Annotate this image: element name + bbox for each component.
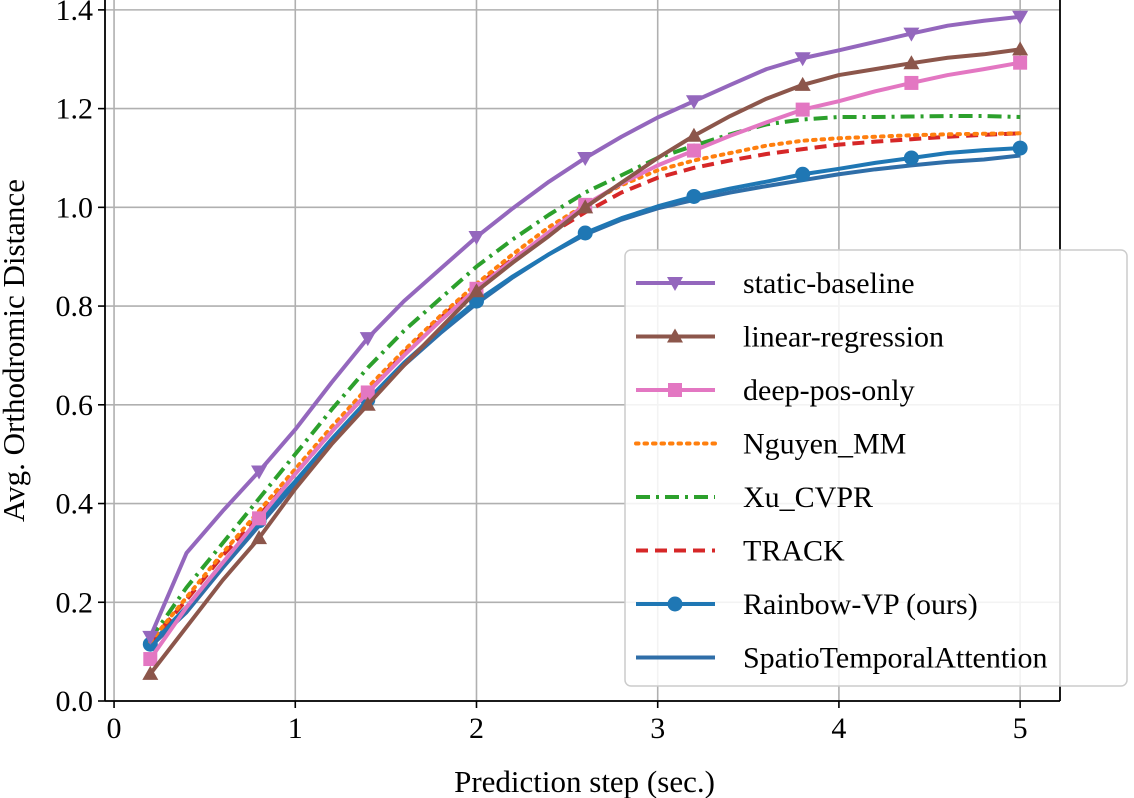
x-tick-label: 0 [107,712,122,745]
legend-item-static-baseline: static-baseline [636,267,915,300]
legend-marker [667,596,683,612]
data-point [903,27,920,42]
x-tick-label: 5 [1013,712,1028,745]
data-point [577,151,594,166]
series-line-xu-cvpr [148,114,1021,641]
data-point [794,76,811,91]
legend: static-baseline linear-regression deep-pos… [624,249,1128,687]
legend-label: Nguyen_MM [743,428,906,461]
data-point [142,665,159,680]
y-tick-label: 1.4 [56,0,94,27]
y-axis-label: Avg. Orthodromic Distance [0,179,31,522]
series-rainbow-vp-ours [142,140,1028,652]
legend-box [624,249,1128,687]
y-tick-label: 1.2 [56,93,94,126]
y-tick-label: 0.6 [56,389,94,422]
legend-label: Rainbow-VP (ours) [743,588,978,621]
legend-item-xu-cvpr: Xu_CVPR [636,481,873,514]
y-tick-label: 0.0 [56,685,94,718]
legend-item-deep-pos-only: deep-pos-only [636,374,915,407]
legend-label: static-baseline [743,267,915,300]
x-tick-label: 3 [650,712,665,745]
legend-label: SpatioTemporalAttention [743,642,1048,675]
series-static-baseline [142,10,1029,645]
series-xu-cvpr [148,114,1021,641]
x-tick-label: 2 [469,712,484,745]
data-point [251,530,268,545]
legend-item-track: TRACK [636,535,845,568]
legend-item-nguyen-mm: Nguyen_MM [634,428,906,461]
legend-marker [667,328,683,343]
data-point [1012,10,1029,25]
data-point [360,385,375,400]
legend-label: Xu_CVPR [743,481,873,514]
y-tick-label: 0.8 [56,290,94,323]
y-tick-label: 0.2 [56,586,94,619]
data-point [577,225,593,241]
data-point [1012,41,1029,56]
data-point [903,150,919,166]
legend-item-rainbow-vp-ours: Rainbow-VP (ours) [636,588,978,621]
data-point [1013,55,1028,70]
legend-item-spatiotemporalattention: SpatioTemporalAttention [636,642,1048,675]
data-point [468,230,485,245]
x-tick-label: 1 [288,712,303,745]
y-tick-label: 1.0 [56,191,94,224]
data-point [795,166,811,182]
data-point [685,127,702,142]
data-point [252,511,267,526]
legend-marker [667,277,683,291]
legend-item-linear-regression: linear-regression [636,321,944,354]
data-point [251,465,268,480]
data-point [795,102,810,117]
data-point [359,332,376,347]
data-point [468,283,485,298]
data-point [577,199,594,214]
legend-marker [668,383,682,397]
x-axis-label: Prediction step (sec.) [454,764,715,798]
data-point [1012,140,1028,156]
data-point [685,95,702,110]
y-tick-label: 0.4 [56,488,94,521]
series-layer [142,10,1029,680]
data-point [686,143,701,158]
data-point [142,630,159,645]
legend-label: deep-pos-only [743,374,915,407]
data-point [359,396,376,411]
legend-label: TRACK [743,535,845,568]
data-point [903,55,920,70]
data-point [794,52,811,67]
series-linear-regression [142,41,1029,680]
x-tick-label: 4 [831,712,846,745]
data-point [143,652,158,667]
data-point [904,75,919,90]
data-point [686,188,702,204]
legend-label: linear-regression [743,321,944,354]
